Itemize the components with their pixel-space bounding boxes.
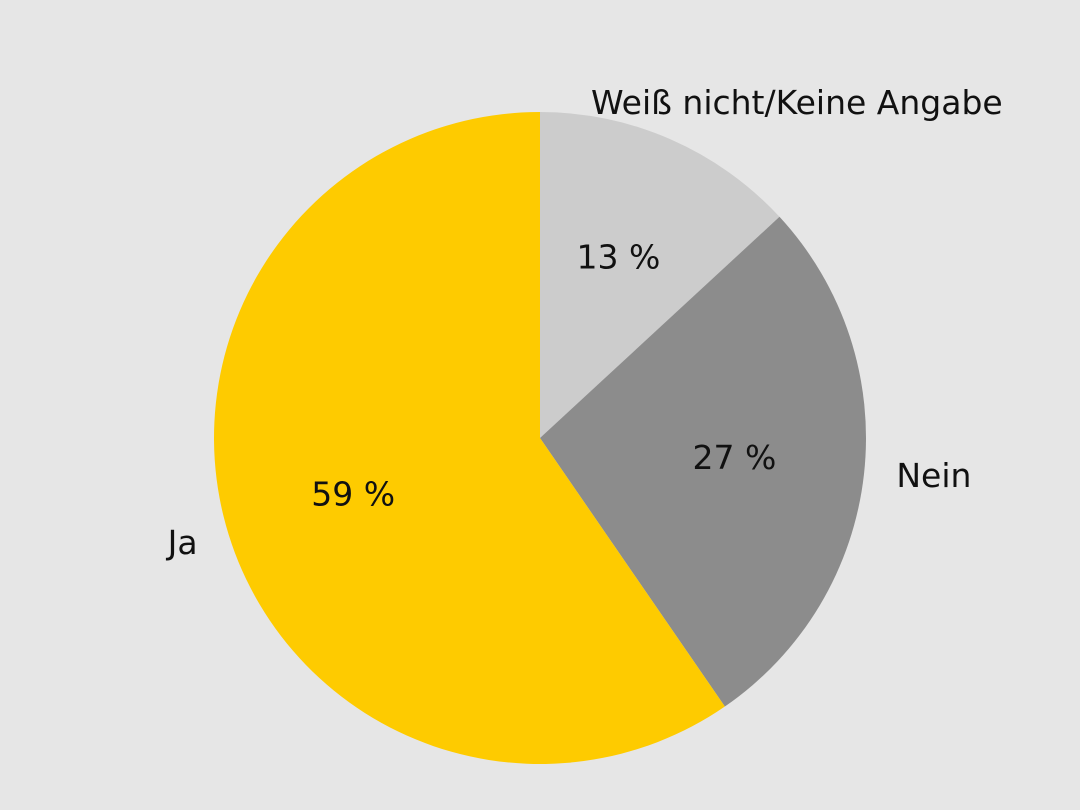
pie-slice <box>213 112 725 764</box>
category-label: Weiß nicht/Keine Angabe <box>591 83 1003 122</box>
data-label: 13 % <box>577 237 661 276</box>
category-label: Ja <box>166 523 198 562</box>
pie-slice <box>540 216 866 707</box>
data-label: 27 % <box>692 438 776 477</box>
category-label: Nein <box>896 456 971 495</box>
pie-slice <box>540 112 780 438</box>
data-label: 59 % <box>311 475 395 514</box>
